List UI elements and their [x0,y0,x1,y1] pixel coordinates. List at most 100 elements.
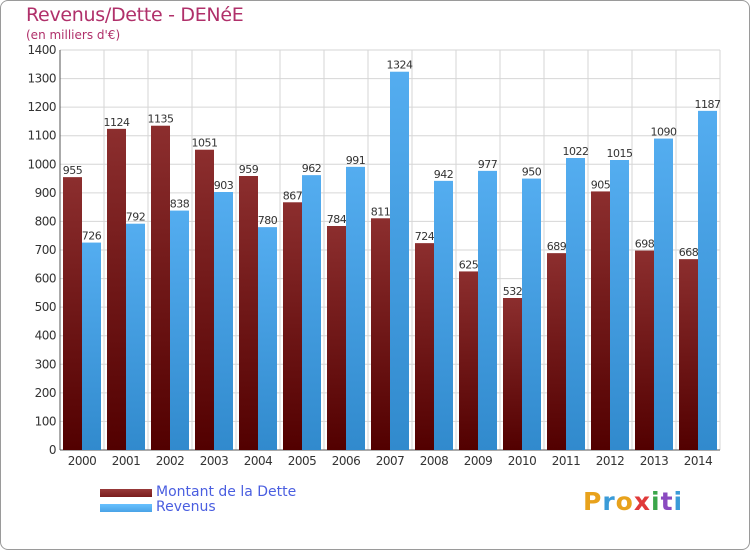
x-tick-label: 2013 [640,454,669,468]
bar-dette [283,202,302,450]
x-tick-label: 2004 [244,454,273,468]
bar-revenus [566,158,585,450]
bar-value-label: 1135 [148,113,174,126]
bar-value-label: 1324 [387,59,413,72]
x-tick-label: 2000 [68,454,97,468]
bar-value-label: 811 [371,205,391,218]
x-tick-label: 2011 [552,454,581,468]
logo-letter: P [583,487,603,516]
bar-value-label: 1090 [651,126,677,139]
bar-revenus [346,166,365,450]
bar-dette [415,243,434,450]
x-tick-label: 2008 [420,454,449,468]
bar-value-label: 698 [635,238,655,251]
bar-value-label: 838 [170,198,190,211]
bar-dette [239,176,258,450]
bar-value-label: 950 [522,166,542,179]
logo-letter: r [602,487,616,516]
legend-label-revenus: Revenus [156,499,216,515]
bar-value-label: 668 [679,246,699,259]
bar-revenus [126,223,145,450]
bar-value-label: 867 [283,189,303,202]
x-tick-label: 2014 [684,454,713,468]
bar-value-label: 780 [258,214,278,227]
y-tick-label: 700 [35,243,56,257]
y-tick-label: 1000 [27,157,56,171]
bar-dette [459,271,478,450]
bar-dette [195,149,214,450]
bar-revenus [522,178,541,451]
x-tick-label: 2007 [376,454,405,468]
bar-dette [679,259,698,450]
logo-letter: o [615,487,634,516]
bar-value-label: 991 [346,154,366,167]
bar-value-label: 942 [434,168,454,181]
y-tick-label: 100 [35,414,56,428]
bar-dette [635,250,654,450]
x-tick-label: 2002 [156,454,185,468]
x-tick-label: 2001 [112,454,141,468]
y-tick-label: 800 [35,214,56,228]
legend-swatch-revenus [100,504,152,512]
proxiti-logo: Proxiti [583,487,683,516]
bar-value-label: 905 [591,178,611,191]
bar-revenus [82,242,101,450]
y-tick-label: 1100 [27,129,56,143]
bar-value-label: 689 [547,240,567,253]
bar-dette [327,226,346,450]
legend-label-dette: Montant de la Dette [156,484,297,500]
bar-revenus [170,210,189,450]
bar-value-label: 724 [415,230,435,243]
bar-value-label: 625 [459,258,479,271]
bar-revenus [478,170,497,450]
y-tick-label: 400 [35,329,56,343]
bar-value-label: 532 [503,285,523,298]
y-tick-label: 500 [35,300,56,314]
bar-revenus [434,180,453,450]
y-tick-label: 1200 [27,100,56,114]
bar-revenus [390,71,409,450]
chart-subtitle: (en milliers d'€) [26,28,121,42]
x-tick-label: 2006 [332,454,361,468]
bar-revenus [610,160,629,450]
x-tick-label: 2012 [596,454,625,468]
y-tick-label: 1400 [27,43,56,57]
bar-value-label: 726 [82,230,102,243]
bar-revenus [214,192,233,450]
bar-dette [371,218,390,450]
bar-value-label: 955 [63,164,83,177]
x-tick-label: 2010 [508,454,537,468]
logo-letter: i [673,487,684,516]
bar-value-label: 1187 [695,98,721,111]
x-tick-label: 2005 [288,454,317,468]
bar-value-label: 962 [302,162,322,175]
logo-letter: t [660,487,674,516]
chart-title: Revenus/Dette - DENéE [26,4,244,26]
logo-letter: i [651,487,661,516]
bar-value-label: 792 [126,211,146,224]
bar-revenus [302,175,321,450]
legend-swatch-dette [100,489,152,497]
x-tick-label: 2009 [464,454,493,468]
bar-value-label: 959 [239,163,259,176]
bar-value-label: 784 [327,213,347,226]
bar-revenus [654,138,673,451]
y-tick-label: 600 [35,272,56,286]
y-tick-label: 1300 [27,72,56,86]
bar-dette [63,177,82,450]
bar-dette [591,191,610,450]
bar-dette [503,298,522,450]
bar-value-label: 1015 [607,147,633,160]
y-tick-label: 300 [35,357,56,371]
bar-value-label: 1051 [192,137,218,150]
bar-revenus [258,227,277,450]
y-tick-label: 200 [35,386,56,400]
logo-letter: x [633,487,651,516]
bar-value-label: 977 [478,158,498,171]
bar-dette [151,125,170,450]
y-tick-label: 0 [49,443,56,457]
bar-value-label: 1022 [563,145,589,158]
bar-revenus [698,110,717,450]
x-tick-label: 2003 [200,454,229,468]
